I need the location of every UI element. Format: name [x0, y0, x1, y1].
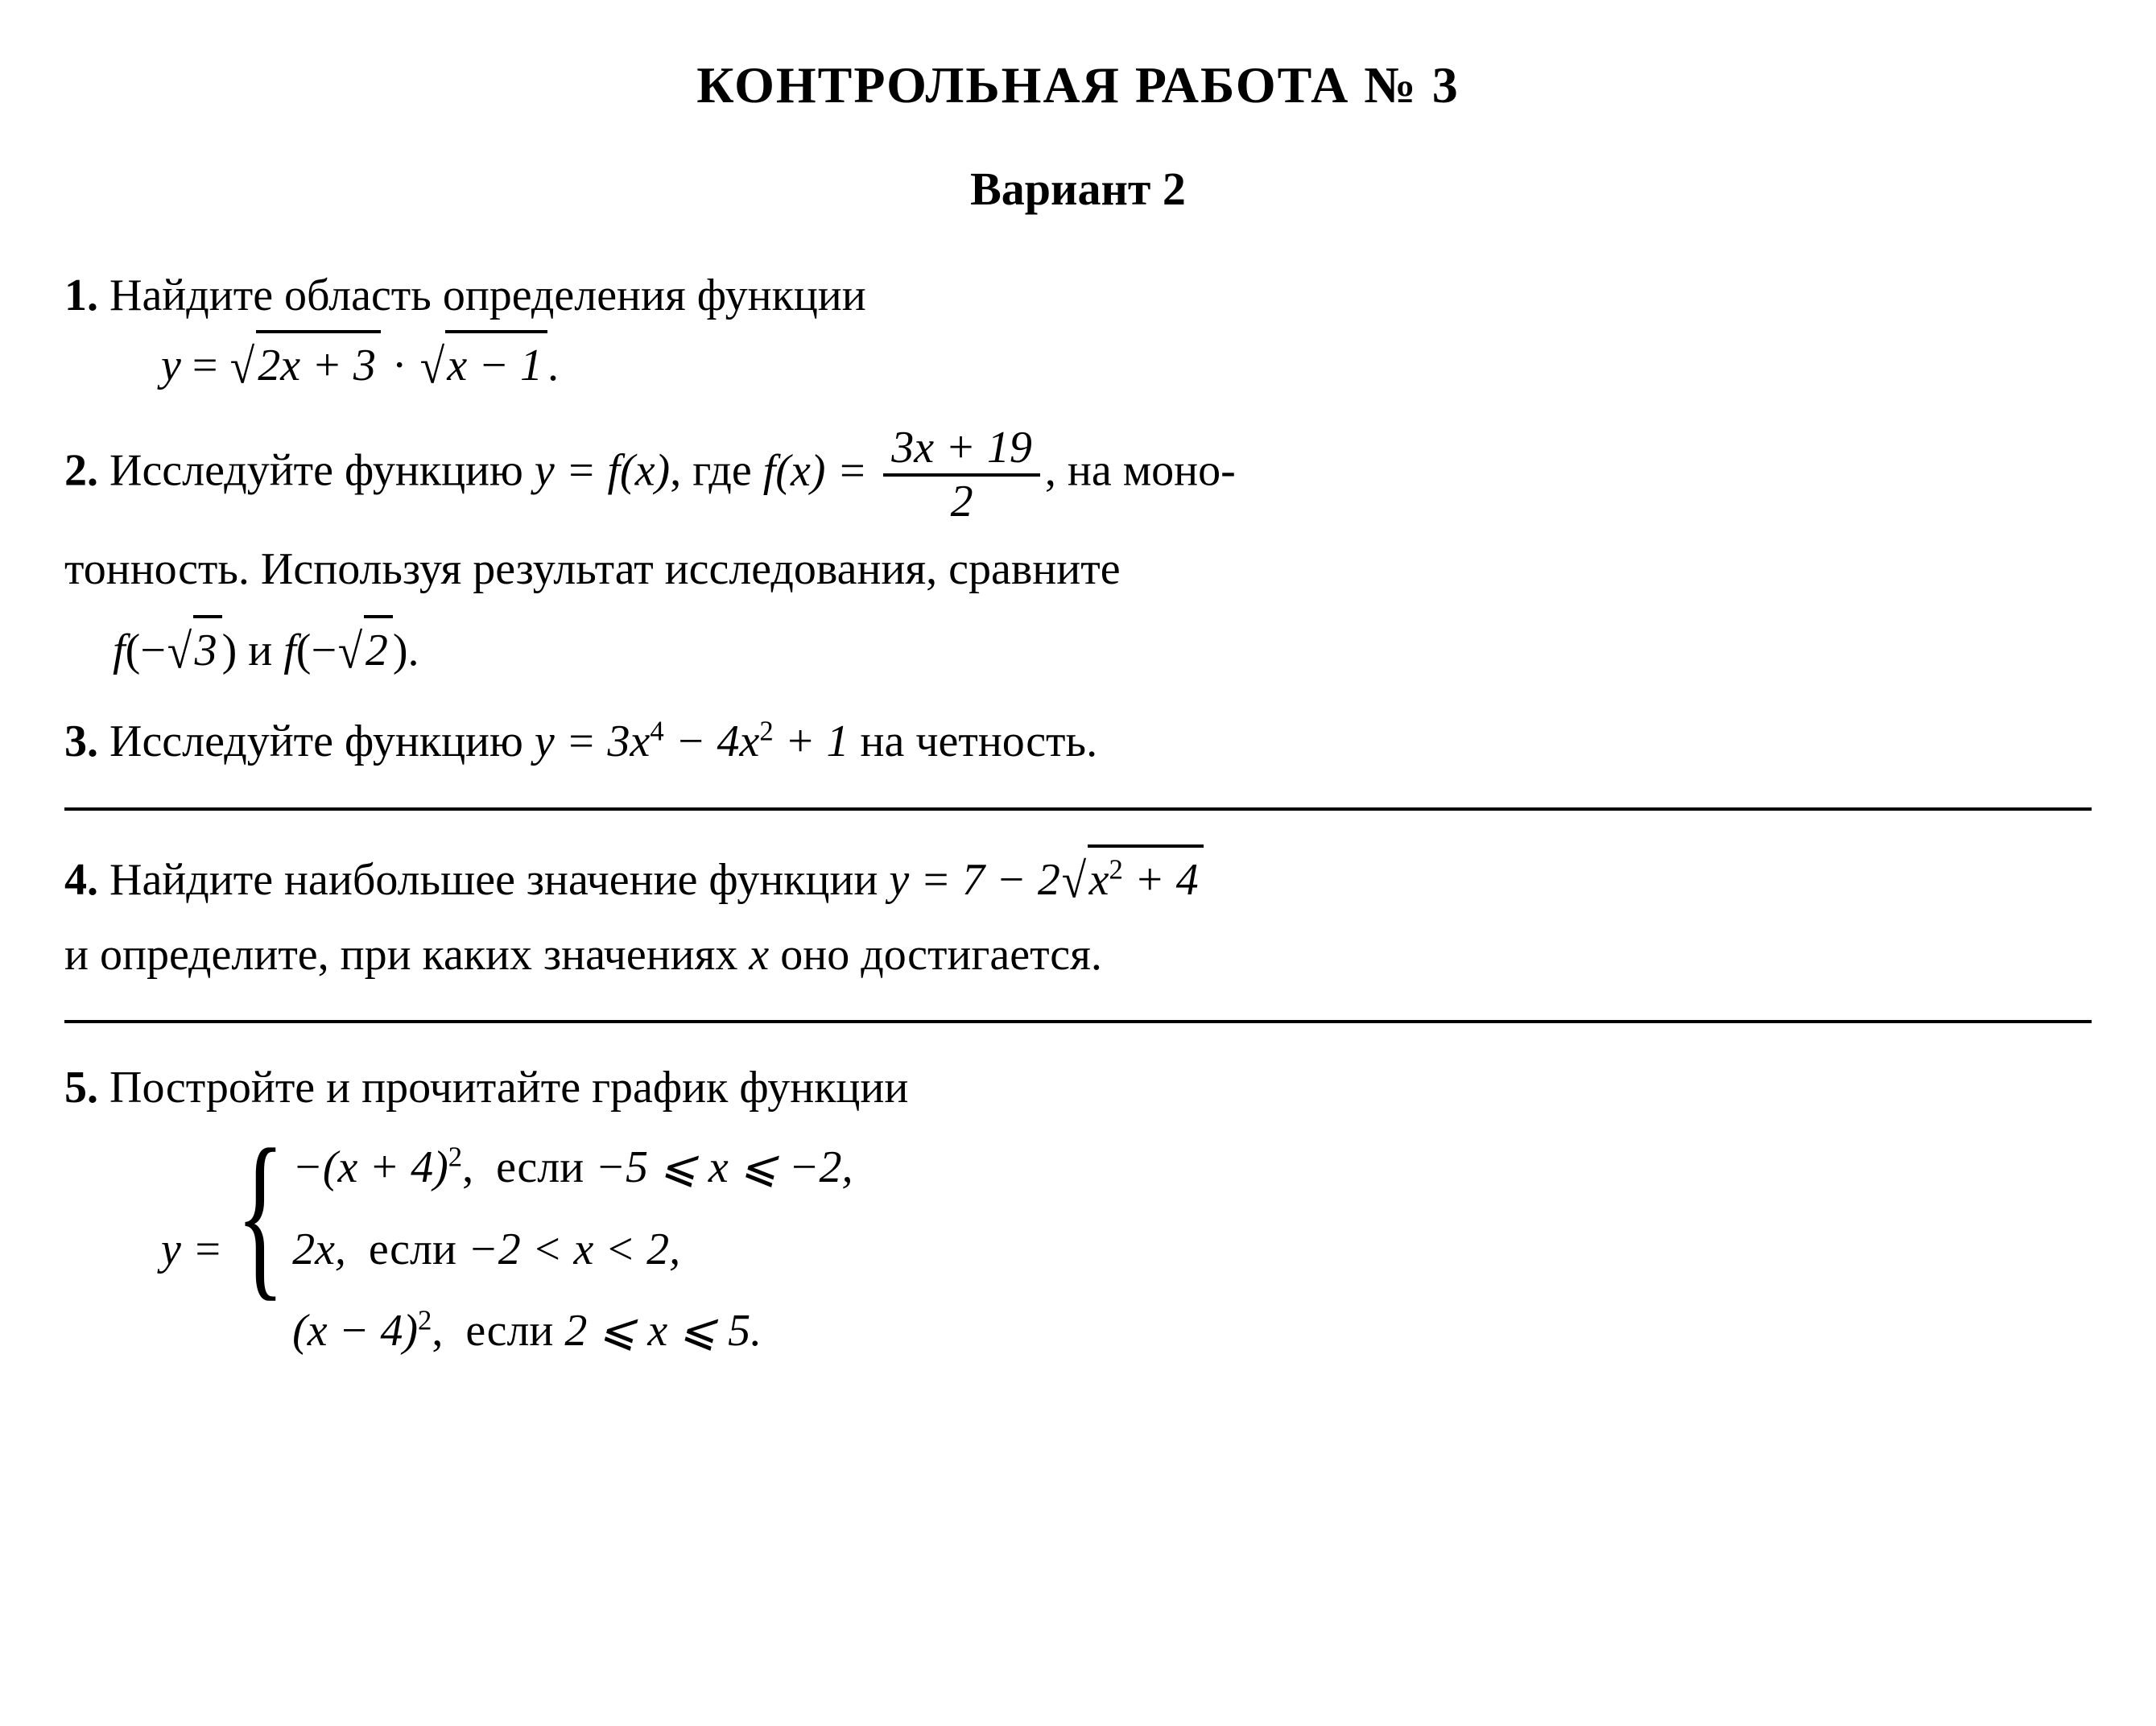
c3-a: (x − 4) — [292, 1306, 418, 1356]
mult-dot: · — [381, 341, 419, 390]
eq-lhs: y — [161, 341, 181, 390]
radical-icon: √ — [338, 617, 362, 688]
t2-compare: f(−√3) и f(−√2). — [64, 613, 2092, 685]
t3-minus: − 4x — [664, 716, 760, 766]
sqrt-1: √2x + 3 — [229, 328, 380, 400]
brace-holder: { −(x + 4)2, если −5 ⩽ x ⩽ −2, 2x, если … — [236, 1135, 853, 1364]
t4-rad-x: x — [1089, 855, 1109, 905]
t2-text-b: , где — [670, 446, 763, 496]
case-1: −(x + 4)2, если −5 ⩽ x ⩽ −2, — [292, 1135, 853, 1200]
c2-a: 2x, — [292, 1224, 346, 1274]
fraction: 3x + 192 — [883, 424, 1040, 526]
c1-exp: 2 — [448, 1142, 462, 1173]
cmp-b-sqrt: √2 — [337, 613, 393, 685]
c3-if: если — [465, 1306, 553, 1356]
cmp-b-open: (− — [296, 626, 337, 675]
t3-exp2: 2 — [759, 716, 773, 747]
c3-cond: 2 ⩽ x ⩽ 5. — [553, 1306, 762, 1356]
cmp-a-rad: 3 — [193, 615, 222, 683]
c1-a: −(x + 4) — [292, 1142, 448, 1192]
t4-var-x: x — [749, 930, 769, 980]
task-2-number: 2. — [64, 446, 98, 496]
separator-1 — [64, 807, 2092, 811]
t2-text-c: , на моно- — [1045, 446, 1236, 496]
cmp-a-sqrt: √3 — [166, 613, 222, 685]
worksheet-page: КОНТРОЛЬНАЯ РАБОТА № 3 Вариант 2 1. Найд… — [0, 0, 2156, 1452]
cmp-a-open: (− — [126, 626, 166, 675]
t4-eq-pre: y = 7 − 2 — [889, 855, 1059, 905]
t2-text-a: Исследуйте функцию — [109, 446, 535, 496]
t4-line2-a: и определите, при каких значениях — [64, 930, 749, 980]
radical-icon: √ — [230, 332, 254, 403]
t4-text-a: Найдите наибольшее значение функции — [109, 855, 889, 905]
c1-if: если — [496, 1142, 584, 1192]
left-brace-icon: { — [236, 1135, 285, 1364]
c3-exp: 2 — [418, 1304, 432, 1336]
task-3-number: 3. — [64, 716, 98, 766]
t3-eq-a: y = 3x — [535, 716, 651, 766]
t4-line2-wrap: и определите, при каких значениях x оно … — [64, 923, 2092, 988]
c3-b: , — [432, 1306, 443, 1356]
sqrt-2: √x − 1 — [419, 328, 547, 400]
cmp-a-close: ) — [222, 626, 237, 675]
eq-sign: = — [181, 341, 229, 390]
t4-line2-b: оно достигается. — [769, 930, 1102, 980]
task-1-equation: y = √2x + 3 · √x − 1. — [64, 328, 2092, 400]
c1-b: , — [462, 1142, 473, 1192]
cmp-b-fn: f — [283, 626, 296, 675]
cmp-b-rad: 2 — [364, 615, 393, 683]
task-3: 3. Исследуйте функцию y = 3x4 − 4x2 + 1 … — [64, 709, 2092, 774]
t5-intro: Постройте и прочитайте график функции — [109, 1063, 908, 1113]
cmp-a-fn: f — [113, 626, 126, 675]
t4-sqrt: √x2 + 4 — [1060, 843, 1204, 915]
t3-exp4: 4 — [650, 716, 663, 747]
radicand-2: x − 1 — [445, 330, 547, 398]
t2-line2: тонность. Используя результат исследован… — [64, 537, 2092, 602]
t1-period: . — [547, 341, 559, 390]
task-4-number: 4. — [64, 855, 98, 905]
t3-plus: + 1 — [774, 716, 849, 766]
c2-if: если — [369, 1224, 456, 1274]
task-1-text: Найдите область определения функции — [109, 270, 866, 320]
task-4: 4. Найдите наибольшее значение функции y… — [64, 843, 2092, 988]
radical-icon: √ — [1062, 845, 1086, 917]
t3-text-a: Исследуйте функцию — [109, 716, 535, 766]
word-and: и — [248, 626, 283, 675]
task-5: 5. Постройте и прочитайте график функции… — [64, 1055, 2092, 1364]
page-title: КОНТРОЛЬНАЯ РАБОТА № 3 — [64, 48, 2092, 123]
piecewise: y = { −(x + 4)2, если −5 ⩽ x ⩽ −2, 2x, е… — [64, 1135, 2092, 1364]
t4-rad-tail: + 4 — [1123, 855, 1199, 905]
t4-rad-exp: 2 — [1109, 853, 1123, 885]
radical-icon: √ — [167, 617, 191, 688]
cmp-b-close: ). — [393, 626, 419, 675]
variant-subtitle: Вариант 2 — [64, 155, 2092, 223]
separator-2 — [64, 1020, 2092, 1023]
task-1-number: 1. — [64, 270, 98, 320]
t3-text-b: на четность. — [849, 716, 1098, 766]
task-1: 1. Найдите область определения функции y… — [64, 263, 2092, 400]
c2-cond: −2 < x < 2, — [456, 1224, 680, 1274]
t2-fx-lhs: f(x) = — [763, 446, 879, 496]
c1-cond: −5 ⩽ x ⩽ −2, — [584, 1142, 853, 1192]
task-2: 2. Исследуйте функцию y = f(x), где f(x)… — [64, 424, 2092, 685]
radical-icon: √ — [419, 332, 444, 403]
task-5-number: 5. — [64, 1063, 98, 1113]
cases: −(x + 4)2, если −5 ⩽ x ⩽ −2, 2x, если −2… — [292, 1135, 853, 1364]
case-3: (x − 4)2, если 2 ⩽ x ⩽ 5. — [292, 1299, 853, 1364]
case-2: 2x, если −2 < x < 2, — [292, 1217, 853, 1282]
radicand-1: 2x + 3 — [256, 330, 381, 398]
t5-lhs: y = — [161, 1217, 223, 1282]
frac-den: 2 — [883, 477, 1040, 526]
frac-num: 3x + 19 — [883, 424, 1040, 477]
t2-yfx: y = f(x) — [535, 446, 670, 496]
